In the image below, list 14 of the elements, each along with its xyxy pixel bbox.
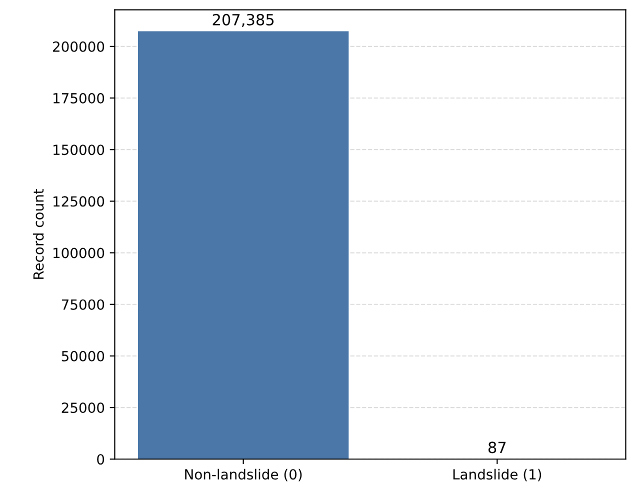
y-axis-title: Record count xyxy=(33,189,44,279)
data-label: 207,385 xyxy=(212,14,274,28)
y-tick-label: 25000 xyxy=(62,402,104,414)
y-tick-label: 0 xyxy=(97,454,104,465)
y-tick-label: 175000 xyxy=(54,92,104,104)
y-tick-label: 200000 xyxy=(53,41,104,52)
x-tick-label: Non-landslide (0) xyxy=(185,468,302,482)
x-tick-label: Landslide (1) xyxy=(453,468,542,482)
y-tick-label: 150000 xyxy=(54,144,104,156)
y-tick-label: 100000 xyxy=(54,248,104,258)
data-label: 87 xyxy=(488,442,506,454)
y-tick-label: 125000 xyxy=(54,196,104,207)
y-tick-label: 75000 xyxy=(62,299,104,310)
y-tick-label: 50000 xyxy=(62,350,104,362)
